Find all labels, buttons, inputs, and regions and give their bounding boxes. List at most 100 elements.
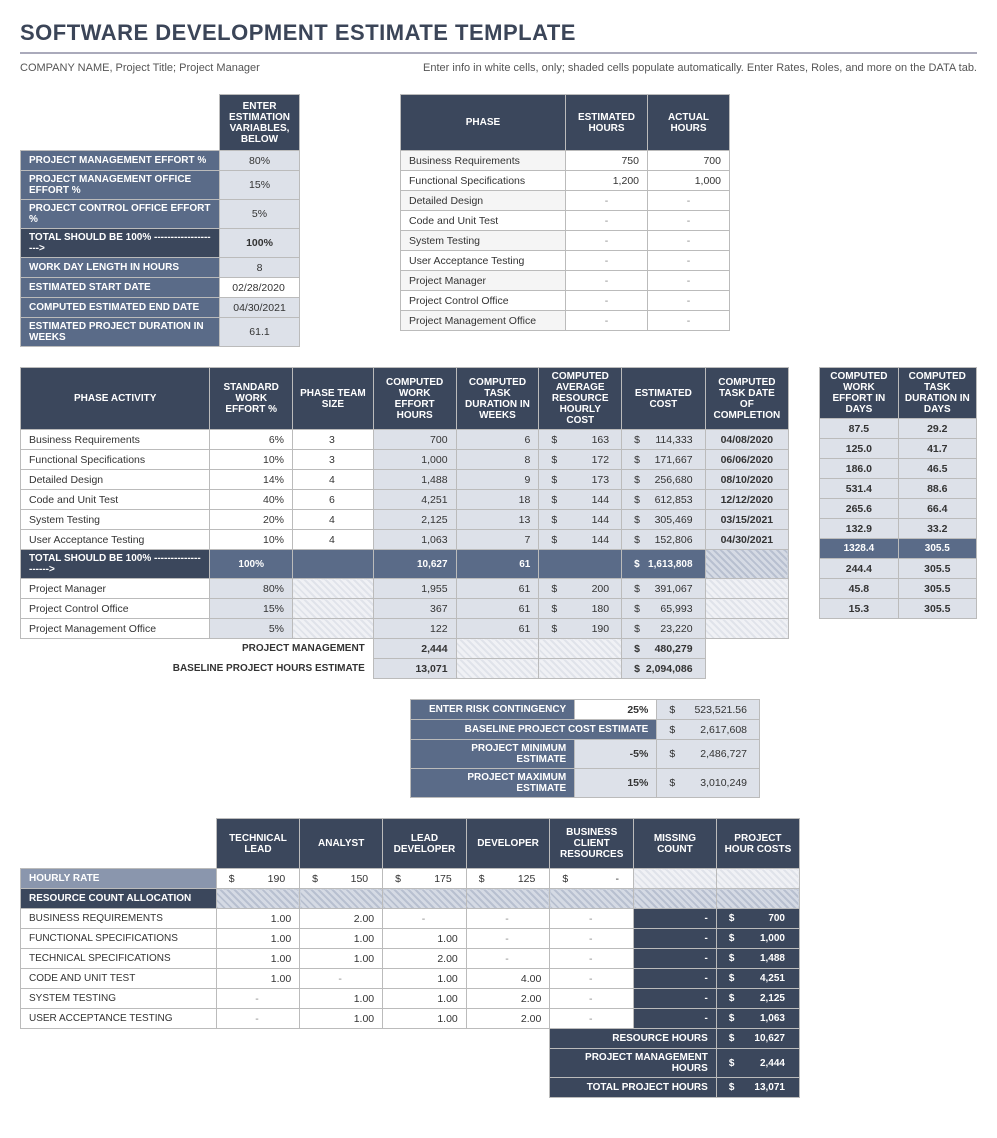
risk-pct: 15% <box>575 769 657 798</box>
activity-team[interactable]: 6 <box>293 490 374 510</box>
pm-wks: 61 <box>456 579 539 599</box>
variables-table: ENTER ESTIMATION VARIABLES, BELOW PROJEC… <box>20 94 300 347</box>
phase-est[interactable]: - <box>566 291 648 311</box>
phase-hdr-1: ESTIMATED HOURS <box>566 95 648 151</box>
phase-act[interactable]: - <box>648 191 730 211</box>
phase-act[interactable]: - <box>648 291 730 311</box>
alloc-miss: - <box>634 949 717 969</box>
alloc-val[interactable]: - <box>216 1009 299 1029</box>
phase-act[interactable]: - <box>648 311 730 331</box>
alloc-cost: $2,125 <box>716 989 799 1009</box>
phase-est[interactable]: - <box>566 231 648 251</box>
pm-hrs: 1,955 <box>373 579 456 599</box>
alloc-val[interactable]: 1.00 <box>216 949 299 969</box>
alloc-name: USER ACCEPTANCE TESTING <box>21 1009 217 1029</box>
alloc-val[interactable]: - <box>550 1009 634 1029</box>
var-label: PROJECT MANAGEMENT EFFORT % <box>21 151 220 171</box>
phase-name: Project Management Office <box>401 311 566 331</box>
alloc-val[interactable]: 2.00 <box>300 909 383 929</box>
phase-act[interactable]: - <box>648 231 730 251</box>
alloc-val[interactable]: - <box>550 929 634 949</box>
phase-act[interactable]: - <box>648 271 730 291</box>
activity-team[interactable]: 4 <box>293 510 374 530</box>
pm-hrs: 367 <box>373 599 456 619</box>
var-value: 5% <box>220 200 300 229</box>
side-pm-d1: 45.8 <box>820 579 898 599</box>
alloc-val[interactable]: - <box>466 929 550 949</box>
activity-wks: 13 <box>456 510 539 530</box>
activity-hdr: PHASE TEAM SIZE <box>293 368 374 430</box>
phase-est[interactable]: - <box>566 211 648 231</box>
alloc-val[interactable]: - <box>550 949 634 969</box>
alloc-val[interactable]: 1.00 <box>216 969 299 989</box>
alloc-val[interactable]: 4.00 <box>466 969 550 989</box>
phase-act[interactable]: 1,000 <box>648 171 730 191</box>
phase-act[interactable]: - <box>648 211 730 231</box>
phase-est[interactable]: - <box>566 251 648 271</box>
alloc-val[interactable]: - <box>466 909 550 929</box>
alloc-val[interactable]: 2.00 <box>383 949 467 969</box>
resource-table: TECHNICAL LEADANALYSTLEAD DEVELOPERDEVEL… <box>20 818 800 1098</box>
phase-est[interactable]: - <box>566 271 648 291</box>
alloc-val[interactable]: 2.00 <box>466 1009 550 1029</box>
phase-est[interactable]: - <box>566 311 648 331</box>
activity-team[interactable]: 4 <box>293 530 374 550</box>
alloc-val[interactable]: - <box>383 909 467 929</box>
activity-pct: 40% <box>210 490 293 510</box>
alloc-val[interactable]: 1.00 <box>300 949 383 969</box>
hourly-rate[interactable]: $125 <box>466 869 550 889</box>
hourly-rate[interactable]: $150 <box>300 869 383 889</box>
alloc-val[interactable]: - <box>216 989 299 1009</box>
phase-act[interactable]: 700 <box>648 151 730 171</box>
risk-pct[interactable]: 25% <box>575 700 657 720</box>
alloc-val[interactable]: 1.00 <box>383 929 467 949</box>
phase-name: Project Control Office <box>401 291 566 311</box>
activity-total-hrs: 10,627 <box>373 550 456 579</box>
role-hdr: MISSING COUNT <box>634 819 717 869</box>
alloc-val[interactable]: 1.00 <box>383 969 467 989</box>
activity-hrs: 1,000 <box>373 450 456 470</box>
hourly-rate[interactable]: $190 <box>216 869 299 889</box>
side-days-table: COMPUTED WORK EFFORT IN DAYS COMPUTED TA… <box>819 367 977 619</box>
phase-est[interactable]: 750 <box>566 151 648 171</box>
hourly-rate[interactable]: $175 <box>383 869 467 889</box>
alloc-val[interactable]: 1.00 <box>300 929 383 949</box>
blank <box>705 639 789 659</box>
activity-team[interactable]: 4 <box>293 470 374 490</box>
alloc-val[interactable]: 2.00 <box>466 989 550 1009</box>
alloc-val[interactable]: - <box>300 969 383 989</box>
alloc-val[interactable]: 1.00 <box>383 1009 467 1029</box>
var-label: PROJECT CONTROL OFFICE EFFORT % <box>21 200 220 229</box>
alloc-val[interactable]: - <box>550 989 634 1009</box>
side-hdr-0: COMPUTED WORK EFFORT IN DAYS <box>820 368 898 419</box>
alloc-val[interactable]: - <box>550 909 634 929</box>
activity-name: Business Requirements <box>21 430 210 450</box>
activity-team[interactable]: 3 <box>293 430 374 450</box>
hourly-rate[interactable]: $- <box>550 869 634 889</box>
side-d1: 125.0 <box>820 439 898 459</box>
role-hdr: DEVELOPER <box>466 819 550 869</box>
alloc-val[interactable]: - <box>466 949 550 969</box>
alloc-val[interactable]: - <box>550 969 634 989</box>
phase-act[interactable]: - <box>648 251 730 271</box>
alloc-val[interactable]: 1.00 <box>383 989 467 1009</box>
phase-est[interactable]: 1,200 <box>566 171 648 191</box>
activity-team[interactable]: 3 <box>293 450 374 470</box>
activity-cost: $114,333 <box>622 430 705 450</box>
var-value: 61.1 <box>220 318 300 347</box>
var-value[interactable]: 02/28/2020 <box>220 278 300 298</box>
risk-pct: -5% <box>575 740 657 769</box>
activity-total-pct: 100% <box>210 550 293 579</box>
activity-cost: $612,853 <box>622 490 705 510</box>
pm-rate: $180 <box>539 599 622 619</box>
var-label: COMPUTED ESTIMATED END DATE <box>21 298 220 318</box>
phase-name: Business Requirements <box>401 151 566 171</box>
alloc-val[interactable]: 1.00 <box>300 1009 383 1029</box>
var-value: 80% <box>220 151 300 171</box>
side-pm-d2: 305.5 <box>898 579 976 599</box>
phase-est[interactable]: - <box>566 191 648 211</box>
alloc-val[interactable]: 1.00 <box>216 909 299 929</box>
alloc-miss: - <box>634 969 717 989</box>
alloc-val[interactable]: 1.00 <box>300 989 383 1009</box>
alloc-val[interactable]: 1.00 <box>216 929 299 949</box>
